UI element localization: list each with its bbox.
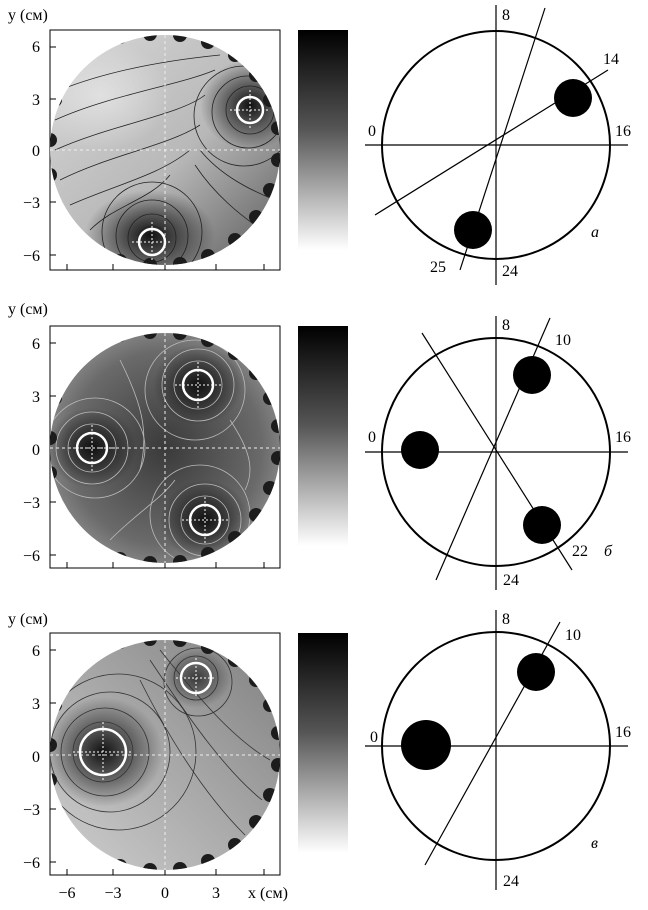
y-ticks: 6 3 0 −3 −6: [23, 336, 40, 565]
ray-label: 16: [615, 724, 631, 741]
gray-scale-bar: [298, 633, 348, 853]
y-tick: 6: [32, 39, 40, 56]
x-tick: −6: [58, 885, 75, 902]
ray-label: 24: [503, 572, 519, 589]
gray-scale-bar: [298, 30, 348, 250]
ray-label: 8: [502, 611, 510, 628]
gray-scale-bar: [298, 326, 348, 546]
y-tick: 3: [32, 389, 40, 406]
panel-c: y (см) 6 3 0 −3 −6: [8, 610, 631, 890]
x-axis-label: x (см): [248, 885, 288, 902]
y-ticks: 6 3 0 −3 −6: [23, 643, 40, 872]
contour-map: [50, 640, 280, 870]
angle-labels: 8 24 0 16 10 в: [370, 611, 631, 890]
ray-label: 24: [503, 873, 519, 890]
y-tick: 3: [32, 92, 40, 109]
panel-letter: в: [591, 835, 598, 852]
ray-label: 16: [615, 123, 631, 140]
y-tick: −6: [23, 248, 40, 265]
panel-b: y (см) 6 3 0 −3 −6: [8, 301, 631, 590]
y-tick: −3: [23, 195, 40, 212]
ray-label: 10: [565, 627, 581, 644]
frame-ticks: [50, 649, 265, 875]
ray-label: 16: [615, 429, 631, 446]
schematic-c: [365, 610, 628, 890]
y-tick: 6: [32, 336, 40, 353]
panel-letter: а: [591, 224, 599, 241]
y-tick: 3: [32, 696, 40, 713]
frame-ticks: [50, 46, 265, 270]
y-tick: 6: [32, 643, 40, 660]
y-axis-label: y (см): [8, 7, 48, 24]
ray-label: 24: [502, 263, 518, 280]
y-axis-label: y (см): [8, 301, 48, 318]
x-tick: −3: [104, 885, 121, 902]
y-ticks: 6 3 0 −3 −6: [23, 39, 40, 265]
probe-disc: [523, 506, 561, 544]
x-tick: 3: [212, 885, 220, 902]
ray-label: 0: [368, 429, 376, 446]
schematic-a: [365, 5, 628, 285]
ray-label: 8: [502, 317, 510, 334]
probe-disc: [401, 431, 439, 469]
ray-label: 0: [370, 729, 378, 746]
y-tick: −6: [23, 855, 40, 872]
probe-disc: [517, 653, 555, 691]
y-tick: −3: [23, 802, 40, 819]
ray-label: 8: [502, 7, 510, 24]
angle-labels: 8 24 0 16 10 22 б: [368, 317, 631, 589]
y-tick: −3: [23, 495, 40, 512]
x-ticks: −6 −3 0 3 x (см): [58, 885, 287, 902]
contour-map: [50, 333, 280, 563]
ray-label: 0: [368, 123, 376, 140]
panel-a: y (см) 6 3 0 −3 −6: [8, 5, 631, 285]
y-tick: 0: [32, 143, 40, 160]
contour-map: [50, 35, 280, 265]
panel-letter: б: [604, 543, 613, 560]
ray-label: 25: [430, 259, 446, 276]
y-tick: 0: [32, 749, 40, 766]
y-tick: −6: [23, 548, 40, 565]
x-tick: 0: [161, 885, 169, 902]
probe-disc: [454, 211, 492, 249]
schematic-b: [365, 316, 628, 590]
ray-label: 22: [572, 543, 588, 560]
ray-label: 14: [603, 51, 619, 68]
probe-disc: [513, 356, 551, 394]
ray-label: 10: [555, 332, 571, 349]
probe-disc: [554, 79, 592, 117]
y-axis-label: y (см): [8, 611, 48, 628]
probe-disc: [401, 720, 451, 770]
angle-labels: 8 24 0 16 14 25 а: [368, 7, 631, 280]
y-tick: 0: [32, 442, 40, 459]
